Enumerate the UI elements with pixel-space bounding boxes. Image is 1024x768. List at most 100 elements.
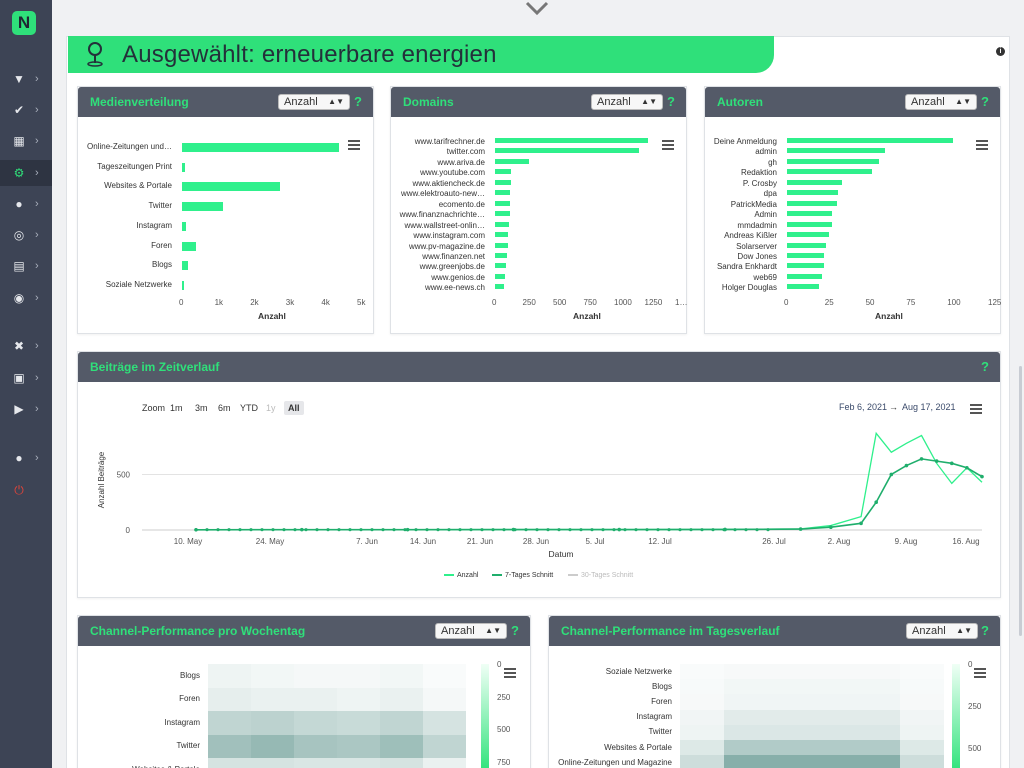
heatmap-cell[interactable]: [423, 664, 466, 688]
heatmap-cell[interactable]: [380, 687, 423, 711]
legend-item[interactable]: Anzahl: [444, 572, 478, 579]
heatmap-cell[interactable]: [922, 664, 944, 680]
bar[interactable]: [495, 158, 530, 164]
heatmap-cell[interactable]: [812, 664, 834, 680]
bar[interactable]: [787, 190, 839, 196]
bar[interactable]: [787, 284, 820, 290]
heatmap-cell[interactable]: [680, 679, 702, 695]
zoom-button-3m[interactable]: 3m: [195, 403, 208, 413]
heatmap-cell[interactable]: [208, 734, 251, 758]
zoom-button-ytd[interactable]: YTD: [240, 403, 258, 413]
heatmap-cell[interactable]: [337, 734, 380, 758]
sidebar-item-check[interactable]: ✔ ›: [0, 97, 52, 123]
sidebar-item-tools[interactable]: ✖ ›: [0, 333, 52, 359]
heatmap-cell[interactable]: [922, 740, 944, 756]
bar[interactable]: [495, 200, 511, 206]
heatmap-cell[interactable]: [812, 694, 834, 710]
heatmap-cell[interactable]: [790, 755, 812, 768]
heatmap-cell[interactable]: [208, 664, 251, 688]
bar[interactable]: [495, 284, 505, 290]
heatmap-cell[interactable]: [768, 724, 790, 740]
heatmap-cell[interactable]: [702, 755, 724, 768]
heatmap-cell[interactable]: [812, 709, 834, 725]
sidebar-item-filter[interactable]: ▼ ›: [0, 66, 52, 92]
legend-item[interactable]: 7-Tages Schnitt: [492, 572, 553, 579]
heatmap-cell[interactable]: [834, 709, 856, 725]
heatmap-cell[interactable]: [834, 740, 856, 756]
heatmap-cell[interactable]: [724, 709, 746, 725]
heatmap-cell[interactable]: [746, 664, 768, 680]
bar[interactable]: [787, 138, 953, 143]
heatmap-cell[interactable]: [878, 709, 900, 725]
heatmap-cell[interactable]: [680, 709, 702, 725]
bar[interactable]: [787, 263, 824, 269]
heatmap-cell[interactable]: [251, 711, 294, 735]
heatmap-cell[interactable]: [702, 724, 724, 740]
heatmap-cell[interactable]: [900, 724, 922, 740]
heatmap-cell[interactable]: [423, 711, 466, 735]
info-icon[interactable]: i: [996, 47, 1005, 56]
chevron-down-icon[interactable]: [524, 0, 550, 16]
heatmap-cell[interactable]: [768, 694, 790, 710]
heatmap-cell[interactable]: [922, 724, 944, 740]
help-icon[interactable]: ?: [981, 359, 989, 374]
bar[interactable]: [495, 179, 511, 185]
heatmap-cell[interactable]: [251, 758, 294, 768]
heatmap-cell[interactable]: [790, 724, 812, 740]
heatmap-cell[interactable]: [680, 755, 702, 768]
heatmap-cell[interactable]: [922, 755, 944, 768]
heatmap-cell[interactable]: [680, 694, 702, 710]
bar[interactable]: [787, 252, 824, 258]
heatmap-cell[interactable]: [724, 694, 746, 710]
heatmap-cell[interactable]: [294, 664, 337, 688]
metric-select[interactable]: Anzahl ▲▼: [906, 623, 978, 639]
scrollbar[interactable]: [1019, 366, 1022, 636]
heatmap-cell[interactable]: [337, 664, 380, 688]
heatmap-cell[interactable]: [680, 724, 702, 740]
zoom-button-6m[interactable]: 6m: [218, 403, 231, 413]
heatmap-cell[interactable]: [768, 709, 790, 725]
heatmap-cell[interactable]: [790, 679, 812, 695]
help-icon[interactable]: ?: [667, 94, 675, 109]
bar[interactable]: [495, 232, 509, 238]
heatmap-cell[interactable]: [878, 664, 900, 680]
bar[interactable]: [495, 242, 508, 248]
heatmap-cell[interactable]: [294, 687, 337, 711]
sidebar-item-target[interactable]: ◎ ›: [0, 222, 52, 248]
heatmap-cell[interactable]: [878, 740, 900, 756]
heatmap-cell[interactable]: [208, 711, 251, 735]
heatmap-cell[interactable]: [768, 664, 790, 680]
bar[interactable]: [787, 211, 832, 217]
sidebar-item-eye[interactable]: ◉ ›: [0, 285, 52, 311]
heatmap-cell[interactable]: [380, 734, 423, 758]
heatmap-cell[interactable]: [251, 664, 294, 688]
heatmap-cell[interactable]: [834, 664, 856, 680]
metric-select[interactable]: Anzahl ▲▼: [278, 94, 350, 110]
help-icon[interactable]: ?: [981, 94, 989, 109]
metric-select[interactable]: Anzahl ▲▼: [905, 94, 977, 110]
bar[interactable]: [182, 261, 189, 271]
heatmap-cell[interactable]: [790, 664, 812, 680]
help-icon[interactable]: ?: [354, 94, 362, 109]
sidebar-item-calculator[interactable]: ▦ ›: [0, 128, 52, 154]
heatmap-cell[interactable]: [702, 664, 724, 680]
heatmap-cell[interactable]: [380, 711, 423, 735]
heatmap-cell[interactable]: [856, 709, 878, 725]
bar[interactable]: [787, 158, 879, 164]
heatmap-cell[interactable]: [680, 740, 702, 756]
heatmap-cell[interactable]: [208, 687, 251, 711]
heatmap-cell[interactable]: [724, 724, 746, 740]
heatmap-cell[interactable]: [790, 709, 812, 725]
heatmap-cell[interactable]: [423, 758, 466, 768]
bar[interactable]: [787, 273, 823, 279]
menu-icon[interactable]: [976, 140, 988, 150]
heatmap-cell[interactable]: [900, 679, 922, 695]
bar[interactable]: [787, 148, 886, 154]
heatmap-cell[interactable]: [746, 724, 768, 740]
date-from[interactable]: Feb 6, 2021: [839, 402, 888, 412]
bar[interactable]: [787, 221, 832, 227]
menu-icon[interactable]: [974, 668, 986, 678]
heatmap-cell[interactable]: [702, 740, 724, 756]
bar[interactable]: [495, 221, 510, 227]
heatmap-cell[interactable]: [724, 679, 746, 695]
